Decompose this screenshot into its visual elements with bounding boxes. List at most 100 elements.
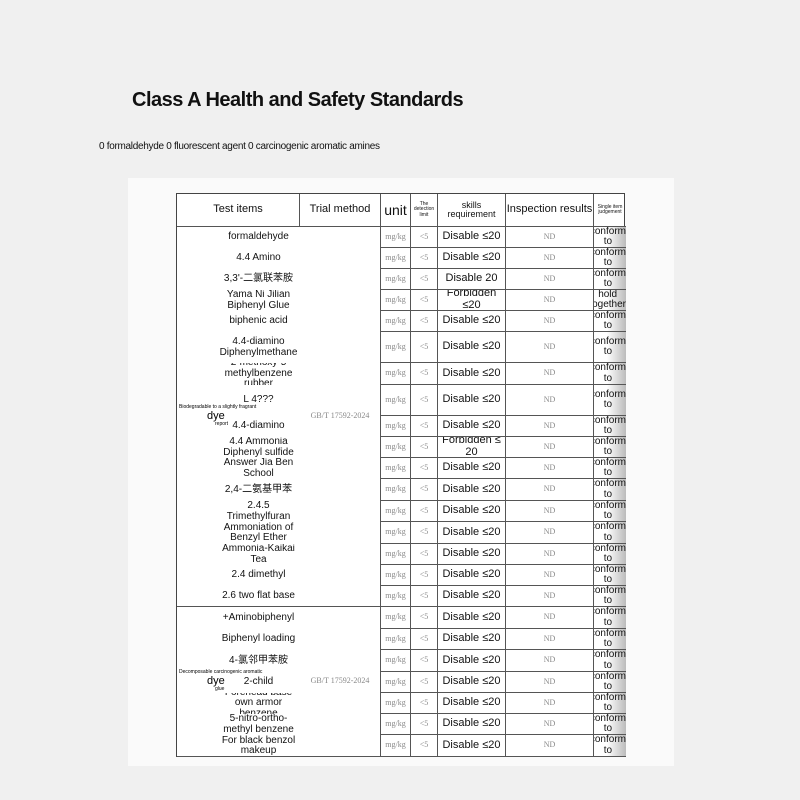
judgement-cell: conform to [594,385,626,416]
detection-limit-cell: <5 [411,248,438,269]
test-item-name: 2.4.5 Trimethylfuran [226,501,291,522]
group-label: Decomposable carcinogenic aromatic dye glu… [177,607,300,757]
judgement-cell: conform to [594,650,626,672]
header-unit: unit [381,194,411,227]
unit-cell: mg/kg [381,269,411,290]
requirement-cell: Disable ≤20 [438,650,506,672]
result-cell: ND [506,650,594,672]
page-subtitle: 0 formaldehyde 0 fluorescent agent 0 car… [99,141,380,152]
requirement-cell: Disable ≤20 [438,248,506,269]
result-cell: ND [506,629,594,650]
test-item-name: 4.4 Ammonia Diphenyl sulfide [223,437,294,458]
result-cell: ND [506,363,594,385]
result-cell: ND [506,607,594,629]
requirement-cell: Disable ≤20 [438,607,506,629]
detection-limit-cell: <5 [411,650,438,672]
unit-cell: mg/kg [381,437,411,458]
header-inspection-results: Inspection results [506,194,594,227]
test-item-name: 2.6 two flat base [222,590,295,602]
judgement-cell: conform to [594,269,626,290]
requirement-cell: Disable ≤20 [438,565,506,586]
judgement-cell: conform to [594,332,626,363]
unit-cell: mg/kg [381,565,411,586]
header-requirement: skills requirement [438,194,506,227]
detection-limit-cell: <5 [411,332,438,363]
detection-limit-cell: <5 [411,416,438,437]
detection-limit-cell: <5 [411,437,438,458]
result-cell: ND [506,332,594,363]
result-cell: ND [506,672,594,693]
test-item-name: Biphenyl loading [221,633,296,645]
header-trial-method: Trial method [300,194,381,227]
test-item-name: +Aminobiphenyl [222,611,295,623]
requirement-cell: Forbidden ≤ 20 [438,437,506,458]
unit-cell: mg/kg [381,607,411,629]
test-item-name: 4.4-diamino [232,420,285,432]
detection-limit-cell: <5 [411,290,438,311]
judgement-cell: conform to [594,311,626,332]
result-cell: ND [506,227,594,248]
judgement-cell: conform to [594,458,626,479]
detection-limit-cell: <5 [411,629,438,650]
unit-cell: mg/kg [381,363,411,385]
detection-limit-cell: <5 [411,227,438,248]
group-label-note: glue [215,686,225,693]
detection-limit-cell: <5 [411,714,438,735]
judgement-cell: conform to [594,693,626,714]
requirement-cell: Disable ≤20 [438,544,506,565]
unit-cell: mg/kg [381,479,411,501]
result-cell: ND [506,416,594,437]
group-label: Biodegradable to a slightly fragrant dye r… [177,227,300,607]
result-cell: ND [506,522,594,544]
judgement-cell: conform to [594,248,626,269]
requirement-cell: Disable ≤20 [438,479,506,501]
result-cell: ND [506,714,594,735]
detection-limit-cell: <5 [411,565,438,586]
result-cell: ND [506,311,594,332]
judgement-cell: conform to [594,479,626,501]
detection-limit-cell: <5 [411,693,438,714]
judgement-cell: conform to [594,714,626,735]
detection-limit-cell: <5 [411,479,438,501]
detection-limit-cell: <5 [411,735,438,757]
requirement-cell: Disable ≤20 [438,311,506,332]
detection-limit-cell: <5 [411,607,438,629]
requirement-cell: Disable ≤20 [438,672,506,693]
detection-limit-cell: <5 [411,385,438,416]
test-item-name: Ammonia-Kaikai Tea [222,544,295,565]
judgement-cell: hold together [594,290,626,311]
unit-cell: mg/kg [381,416,411,437]
detection-limit-cell: <5 [411,501,438,522]
judgement-cell: conform to [594,501,626,522]
result-cell: ND [506,565,594,586]
header-judgement: Single item judgement [594,194,626,227]
test-item-name: 3,3'-二氯联苯胺 [223,273,294,285]
unit-cell: mg/kg [381,290,411,311]
judgement-cell: conform to [594,522,626,544]
requirement-cell: Disable ≤20 [438,227,506,248]
page-title: Class A Health and Safety Standards [132,89,464,111]
result-cell: ND [506,693,594,714]
requirement-cell: Disable ≤20 [438,385,506,416]
unit-cell: mg/kg [381,332,411,363]
test-item-name: 2,4-二氨基甲苯 [224,483,293,495]
header-detection-limit: The detection limit [411,194,438,227]
requirement-cell: Disable 20 [438,269,506,290]
unit-cell: mg/kg [381,629,411,650]
judgement-cell: conform to [594,437,626,458]
test-item-name: Ammoniation of Benzyl Ether [223,522,294,543]
judgement-cell: conform to [594,565,626,586]
test-item-name: 2-methoxy-5 methylbenzene rubber [224,363,293,385]
detection-limit-cell: <5 [411,522,438,544]
trial-method-cell: GB/T 17592-2024 [300,607,381,757]
test-item-name: 2.4 dimethyl [231,569,286,581]
trial-method-cell: GB/T 17592-2024 [300,227,381,607]
test-item-name: 4.4-diamino Diphenylmethane [219,336,298,358]
test-item-name: Answer Jia Ben School [223,458,294,479]
detection-limit-cell: <5 [411,269,438,290]
result-cell: ND [506,385,594,416]
group-label-top: Biodegradable to a slightly fragrant [179,404,257,411]
test-item-name: For black benzol makeup [221,735,296,756]
result-cell: ND [506,437,594,458]
requirement-cell: Disable ≤20 [438,501,506,522]
